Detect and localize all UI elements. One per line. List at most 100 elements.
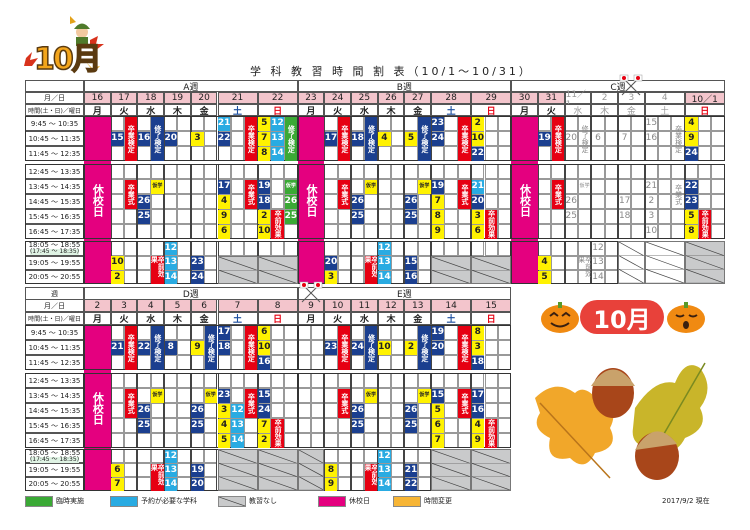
timetable-slot[interactable]: [324, 241, 338, 256]
timetable-slot[interactable]: [244, 164, 258, 179]
lesson-cell[interactable]: 22: [471, 146, 484, 161]
timetable-slot[interactable]: [497, 131, 512, 146]
lesson-cell[interactable]: 25: [565, 211, 577, 221]
timetable-slot[interactable]: [351, 164, 365, 179]
timetable-slot[interactable]: [284, 241, 298, 256]
lesson-cell[interactable]: 卒前効果: [364, 463, 378, 491]
lesson-cell[interactable]: 25: [137, 418, 151, 433]
timetable-slot[interactable]: [351, 433, 365, 448]
timetable-slot[interactable]: [310, 403, 325, 418]
timetable-slot[interactable]: [110, 116, 125, 131]
timetable-slot[interactable]: [537, 179, 552, 194]
lesson-cell[interactable]: 20: [324, 256, 338, 270]
timetable-slot[interactable]: [618, 224, 632, 239]
timetable-slot[interactable]: [631, 116, 645, 131]
timetable-slot[interactable]: [204, 209, 218, 224]
timetable-slot[interactable]: [270, 355, 285, 370]
timetable-slot[interactable]: [484, 116, 498, 131]
timetable-slot[interactable]: [190, 224, 205, 239]
timetable-slot[interactable]: [391, 116, 405, 131]
lesson-cell[interactable]: 卒業式: [124, 388, 137, 418]
timetable-slot[interactable]: [391, 325, 405, 340]
timetable-slot[interactable]: [137, 146, 151, 161]
timetable-slot[interactable]: [457, 241, 472, 256]
lesson-cell[interactable]: 仮学: [204, 388, 217, 403]
lesson-cell[interactable]: 卒前効果: [151, 256, 164, 284]
lesson-cell[interactable]: 17: [471, 388, 484, 403]
timetable-slot[interactable]: [564, 179, 578, 194]
timetable-slot[interactable]: [631, 179, 645, 194]
timetable-slot[interactable]: [110, 449, 125, 463]
timetable-slot[interactable]: [658, 146, 672, 161]
lesson-cell[interactable]: 18: [351, 131, 364, 146]
timetable-slot[interactable]: [230, 209, 245, 224]
timetable-slot[interactable]: [284, 164, 298, 179]
timetable-slot[interactable]: [337, 241, 351, 256]
timetable-slot[interactable]: [177, 355, 191, 370]
timetable-slot[interactable]: [244, 418, 258, 433]
timetable-slot[interactable]: [351, 355, 365, 370]
timetable-slot[interactable]: [391, 373, 405, 388]
timetable-slot[interactable]: [364, 241, 378, 256]
lesson-cell[interactable]: 23: [218, 388, 231, 403]
timetable-slot[interactable]: [444, 131, 458, 146]
timetable-slot[interactable]: [204, 179, 218, 194]
lesson-cell[interactable]: 21: [218, 116, 231, 131]
lesson-cell[interactable]: 22: [137, 340, 151, 355]
timetable-slot[interactable]: [377, 164, 392, 179]
lesson-cell[interactable]: 卒業検定: [124, 116, 137, 161]
timetable-slot[interactable]: [391, 164, 405, 179]
timetable-slot[interactable]: [257, 164, 271, 179]
timetable-slot[interactable]: [284, 403, 298, 418]
lesson-cell[interactable]: 10: [471, 131, 484, 146]
lesson-cell[interactable]: 16: [258, 355, 271, 370]
timetable-slot[interactable]: [417, 194, 432, 209]
lesson-cell[interactable]: 10: [645, 226, 658, 236]
lesson-cell[interactable]: 卒業式: [458, 388, 471, 418]
lesson-cell[interactable]: 22: [218, 131, 231, 146]
timetable-slot[interactable]: [110, 179, 125, 194]
timetable-slot[interactable]: [351, 388, 365, 403]
lesson-cell[interactable]: 18: [471, 355, 484, 370]
timetable-slot[interactable]: [537, 224, 552, 239]
timetable-slot[interactable]: [324, 224, 338, 239]
lesson-cell[interactable]: 2: [648, 196, 655, 206]
timetable-slot[interactable]: [284, 433, 298, 448]
timetable-slot[interactable]: [137, 433, 151, 448]
lesson-cell[interactable]: 卒前効果: [364, 256, 378, 284]
lesson-cell[interactable]: 6: [431, 418, 444, 433]
lesson-cell[interactable]: 卒前効果: [271, 209, 284, 239]
timetable-slot[interactable]: [164, 418, 178, 433]
timetable-slot[interactable]: [444, 194, 458, 209]
lesson-cell[interactable]: 18: [258, 194, 271, 209]
lesson-cell[interactable]: 仮学: [364, 388, 378, 403]
timetable-slot[interactable]: [190, 325, 205, 340]
timetable-slot[interactable]: [284, 224, 298, 239]
timetable-slot[interactable]: [284, 418, 298, 433]
timetable-slot[interactable]: [417, 209, 432, 224]
timetable-slot[interactable]: [457, 164, 472, 179]
lesson-cell[interactable]: 14: [378, 270, 391, 284]
lesson-cell[interactable]: 卒業検定: [338, 116, 351, 161]
timetable-slot[interactable]: [204, 477, 218, 491]
lesson-cell[interactable]: 修了検定: [418, 325, 431, 370]
timetable-slot[interactable]: [217, 373, 231, 388]
timetable-slot[interactable]: [124, 418, 138, 433]
timetable-slot[interactable]: [404, 224, 418, 239]
timetable-slot[interactable]: [497, 373, 512, 388]
timetable-slot[interactable]: [110, 355, 125, 370]
timetable-slot[interactable]: [351, 116, 365, 131]
timetable-slot[interactable]: [377, 224, 392, 239]
timetable-slot[interactable]: [417, 270, 432, 284]
timetable-slot[interactable]: [124, 241, 138, 256]
timetable-slot[interactable]: [391, 255, 405, 270]
timetable-slot[interactable]: [164, 164, 178, 179]
lesson-cell[interactable]: 4: [218, 194, 231, 209]
timetable-slot[interactable]: [137, 116, 151, 131]
lesson-cell[interactable]: 10: [378, 340, 391, 355]
lesson-cell[interactable]: 12: [231, 403, 244, 418]
timetable-slot[interactable]: [177, 131, 191, 146]
timetable-slot[interactable]: [484, 403, 498, 418]
lesson-cell[interactable]: 修了検定: [151, 325, 164, 370]
timetable-slot[interactable]: [391, 463, 405, 477]
